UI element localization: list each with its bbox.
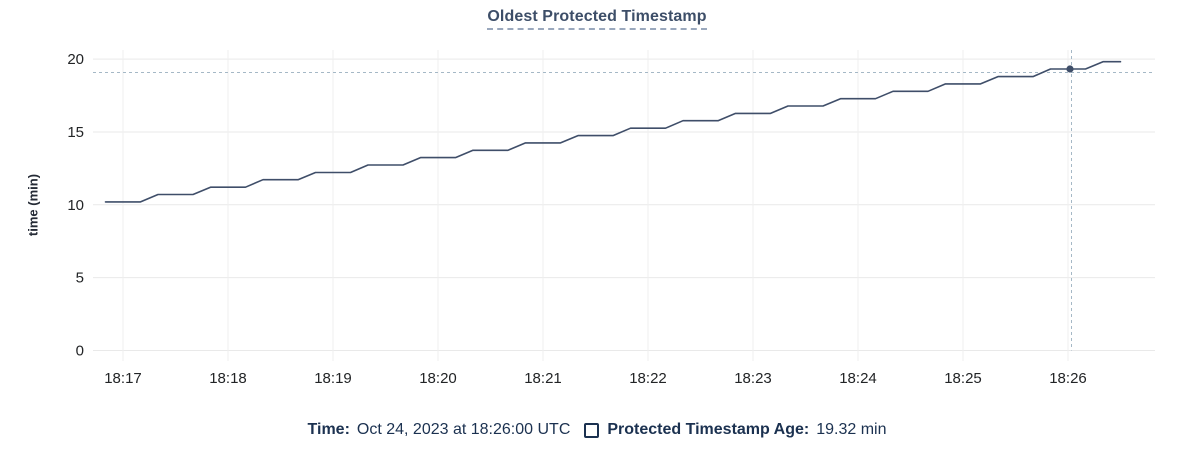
x-tick-label: 18:26 [1049, 370, 1087, 387]
x-tick-label: 18:21 [524, 370, 562, 387]
series-label: Protected Timestamp Age: [607, 421, 810, 438]
series-value: 19.32 min [816, 421, 887, 438]
series-checkbox-icon [584, 422, 600, 438]
y-axis-title: time (min) [25, 173, 41, 237]
x-tick-label: 18:18 [209, 370, 247, 387]
y-tick-label: 20 [67, 51, 84, 68]
y-tick-label: 15 [67, 124, 84, 141]
line-chart[interactable]: 0 5 10 15 20 18:17 18:18 18:19 18:20 18:21 18:22 18… [0, 0, 1194, 400]
x-tick-label: 18:20 [419, 370, 457, 387]
x-tick-label: 18:25 [944, 370, 982, 387]
x-tick-label: 18:24 [839, 370, 877, 387]
x-tick-label: 18:17 [104, 370, 142, 387]
legend-item-protected-timestamp-age[interactable]: Protected Timestamp Age: 19.32 min [584, 421, 886, 439]
hover-time-label: Time: [307, 421, 350, 438]
chart-title[interactable]: Oldest Protected Timestamp [487, 8, 707, 30]
x-tick-label: 18:22 [629, 370, 667, 387]
hover-time: Time: Oct 24, 2023 at 18:26:00 UTC [308, 421, 571, 439]
x-tick-label: 18:19 [314, 370, 352, 387]
hover-point-dot [1066, 65, 1074, 73]
series-line [104, 60, 1122, 203]
chart-header: Oldest Protected Timestamp [0, 8, 1194, 30]
y-tick-label: 5 [76, 270, 84, 287]
y-tick-label: 10 [67, 197, 84, 214]
hover-legend-bar: Time: Oct 24, 2023 at 18:26:00 UTC Prote… [0, 421, 1194, 439]
x-tick-label: 18:23 [734, 370, 772, 387]
hover-time-value: Oct 24, 2023 at 18:26:00 UTC [356, 421, 571, 438]
y-tick-label: 0 [76, 343, 84, 360]
